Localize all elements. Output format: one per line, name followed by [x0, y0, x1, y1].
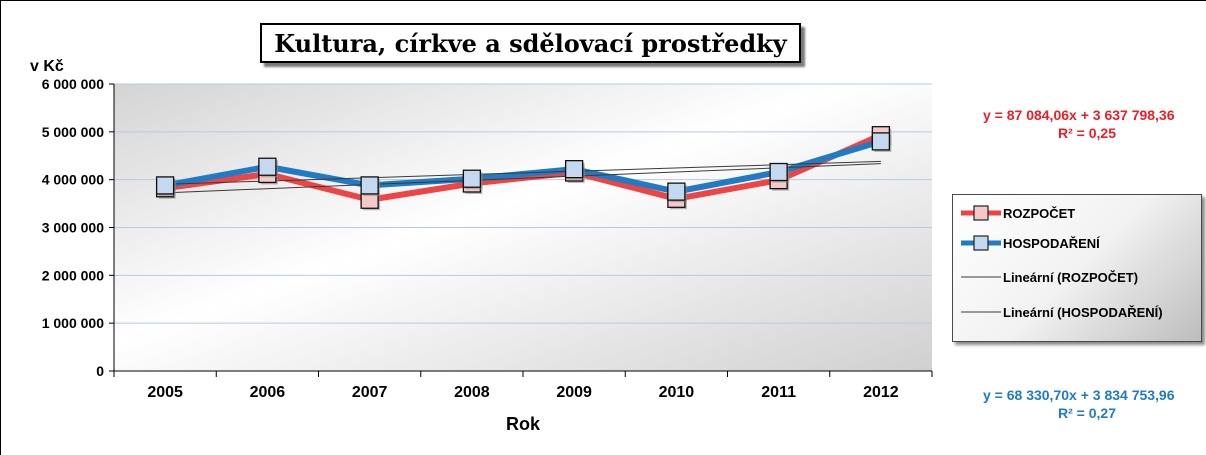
legend-swatch-linear-hospodareni	[961, 311, 1001, 313]
legend: ROZPOČET HOSPODAŘENÍ Lineární (ROZPOČET)…	[952, 194, 1202, 342]
data-point-hospodareni	[564, 159, 584, 179]
y-tick-label: 4 000 000	[42, 172, 104, 188]
x-tick-label: 2008	[454, 384, 490, 401]
legend-swatch-linear-rozpocet	[961, 276, 1001, 278]
data-point-hospodareni	[769, 162, 788, 182]
trend-equation-rozpocet-formula: y = 87 084,06x + 3 637 798,36	[983, 107, 1175, 123]
legend-swatch-hospodareni	[961, 235, 1001, 251]
legend-label-rozpocet: ROZPOČET	[1003, 205, 1076, 221]
y-tick-label: 1 000 000	[42, 315, 104, 331]
legend-label-hospodareni: HOSPODAŘENÍ	[1003, 235, 1100, 251]
data-point-hospodareni	[462, 169, 482, 188]
x-tick-label: 2012	[863, 384, 899, 401]
x-tick-label: 2005	[147, 384, 183, 401]
trendline-rozpocet	[165, 163, 881, 194]
data-point-hospodareni	[360, 176, 379, 195]
trend-equation-hospodareni-r2: R² = 0,27	[1058, 405, 1116, 421]
legend-item-linear-rozpocet: Lineární (ROZPOČET)	[959, 266, 1138, 288]
data-point-hospodareni	[667, 182, 686, 201]
data-point-hospodareni	[155, 176, 175, 195]
legend-item-rozpocet: ROZPOČET	[959, 202, 1075, 224]
y-tick-label: 0	[96, 363, 104, 379]
x-tick-label: 2006	[250, 384, 286, 401]
y-tick-label: 2 000 000	[42, 267, 104, 283]
x-tick-label: 2010	[659, 384, 695, 401]
legend-label-linear-hospodareni: Lineární (HOSPODAŘENÍ)	[1003, 304, 1163, 320]
x-tick-label: 2009	[556, 384, 592, 401]
trendline-hospodareni	[165, 160, 881, 185]
y-tick-label: 5 000 000	[42, 124, 104, 140]
data-point-hospodareni	[258, 157, 277, 176]
x-tick-label: 2011	[761, 384, 796, 401]
y-axis-label: v Kč	[30, 58, 64, 75]
trend-equation-hospodareni: y = 68 330,70x + 3 834 753,96 R² = 0,27	[975, 386, 1199, 422]
trend-equation-rozpocet-r2: R² = 0,25	[1058, 125, 1116, 141]
legend-item-hospodareni: HOSPODAŘENÍ	[959, 232, 1100, 254]
x-tick-label: 2007	[352, 384, 388, 401]
y-tick-label: 6 000 000	[42, 76, 104, 92]
legend-label-linear-rozpocet: Lineární (ROZPOČET)	[1003, 269, 1139, 285]
y-tick-label: 3 000 000	[42, 220, 104, 236]
chart-title: Kultura, církve a sdělovací prostředky	[274, 28, 787, 58]
chart-title-box: Kultura, církve a sdělovací prostředky	[260, 23, 801, 63]
series-line-hospodareni	[164, 138, 882, 195]
legend-item-linear-hospodareni: Lineární (HOSPODAŘENÍ)	[959, 301, 1163, 323]
trend-equation-hospodareni-formula: y = 68 330,70x + 3 834 753,96	[983, 387, 1175, 403]
data-point-hospodareni	[871, 132, 891, 151]
x-axis-label: Rok	[506, 414, 541, 434]
legend-swatch-rozpocet	[961, 205, 1001, 221]
trend-equation-rozpocet: y = 87 084,06x + 3 637 798,36 R² = 0,25	[975, 106, 1199, 142]
